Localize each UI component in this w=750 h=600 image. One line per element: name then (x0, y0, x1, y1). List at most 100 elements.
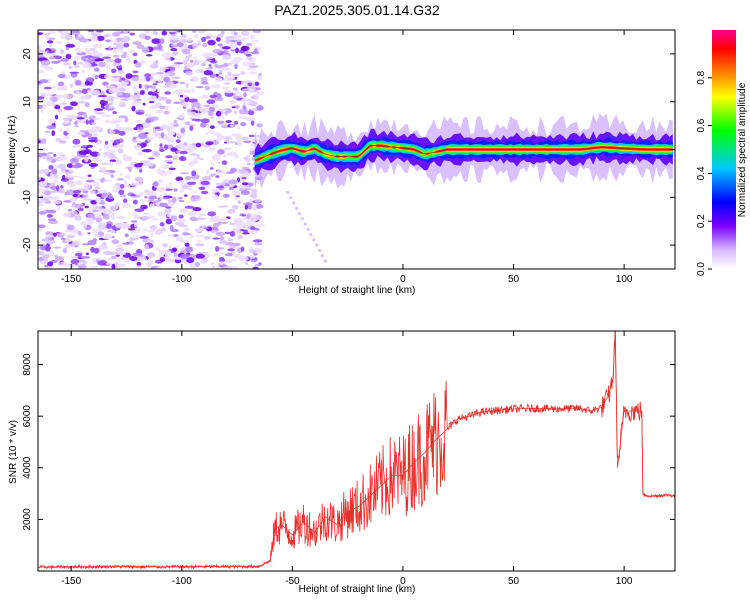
noise-speckle (159, 202, 169, 208)
colorbar-label: Normalized spectral amplitude (737, 82, 748, 217)
noise-speckle (210, 230, 218, 233)
noise-speckle (237, 38, 246, 41)
noise-speckle (77, 132, 86, 136)
noise-speckle (191, 170, 197, 177)
noise-speckle (249, 34, 255, 40)
noise-speckle (70, 255, 77, 259)
noise-speckle (167, 199, 172, 203)
faint-streak-dot (306, 227, 310, 231)
noise-speckle (219, 50, 229, 54)
noise-speckle (118, 189, 125, 195)
noise-speckle (250, 193, 258, 199)
noise-speckle (195, 261, 201, 267)
noise-speckle (38, 44, 42, 51)
noise-speckle (165, 184, 172, 189)
spectrogram-y-label: Frequency (Hz) (7, 116, 18, 185)
noise-speckle (232, 34, 242, 39)
noise-speckle (252, 30, 262, 34)
noise-speckle (235, 47, 239, 54)
heatmap-layer (38, 30, 675, 269)
noise-speckle (184, 205, 195, 209)
faint-streak-dot (320, 254, 324, 258)
noise-speckle (178, 156, 187, 162)
noise-speckle (244, 30, 249, 36)
noise-speckle (73, 156, 83, 159)
noise-speckle (223, 154, 227, 158)
noise-speckle (170, 48, 178, 52)
noise-speckle (60, 30, 69, 36)
noise-speckle (182, 60, 188, 65)
noise-speckle (66, 127, 70, 134)
noise-speckle (110, 174, 115, 178)
noise-speckle (109, 120, 119, 124)
noise-speckle (125, 73, 133, 79)
noise-speckle (172, 234, 179, 237)
noise-speckle (173, 188, 178, 192)
noise-speckle (188, 145, 198, 151)
noise-speckle (149, 105, 160, 109)
noise-speckle (205, 108, 209, 111)
noise-speckle (40, 238, 50, 242)
colorbar-tick-label: 0.0 (696, 262, 707, 276)
noise-speckle (207, 110, 214, 116)
colorbar-tick-label: 0.4 (696, 166, 707, 180)
noise-speckle (144, 113, 152, 118)
noise-speckle (219, 72, 223, 75)
noise-speckle (211, 265, 216, 268)
noise-speckle (151, 96, 158, 102)
noise-speckle (249, 101, 258, 107)
noise-speckle (190, 196, 195, 202)
noise-speckle (241, 45, 250, 52)
noise-speckle (147, 229, 155, 233)
noise-speckle (235, 90, 240, 95)
noise-speckle (111, 206, 117, 212)
noise-speckle (143, 212, 150, 216)
noise-speckle (186, 111, 197, 117)
noise-speckle (171, 33, 176, 37)
noise-speckle (44, 264, 49, 268)
noise-speckle (72, 201, 76, 207)
noise-speckle (167, 213, 172, 218)
ridge-band (254, 144, 673, 162)
noise-speckle (184, 242, 190, 247)
noise-speckle (219, 257, 224, 260)
noise-speckle (62, 121, 69, 125)
noise-speckle (194, 68, 205, 74)
noise-speckle (201, 190, 209, 195)
noise-speckle (173, 251, 178, 257)
noise-speckle (76, 117, 85, 120)
noise-speckle (65, 53, 72, 60)
noise-speckle (146, 136, 155, 139)
noise-speckle (212, 104, 220, 109)
noise-speckle (114, 58, 122, 64)
noise-speckle (132, 252, 142, 257)
noise-speckle (178, 196, 183, 200)
noise-speckle (164, 159, 173, 163)
noise-speckle (79, 203, 84, 209)
noise-speckle (131, 105, 136, 112)
noise-speckle (200, 76, 208, 83)
noise-speckle (100, 208, 110, 214)
noise-speckle (60, 185, 64, 189)
noise-speckle (191, 30, 197, 33)
noise-speckle (74, 125, 79, 128)
noise-speckle (245, 261, 249, 266)
colorbar-tick-label: 0.2 (696, 214, 707, 228)
noise-speckle (146, 190, 154, 196)
noise-speckle (159, 124, 169, 130)
noise-speckle (95, 197, 101, 203)
noise-speckle (238, 116, 249, 119)
noise-speckle (166, 170, 173, 174)
ridge-center-line (256, 145, 675, 161)
noise-speckle (204, 236, 212, 240)
noise-speckle (156, 152, 160, 157)
noise-speckle (123, 92, 131, 99)
noise-speckle (225, 120, 232, 123)
noise-speckle (254, 264, 262, 267)
noise-speckle (221, 46, 231, 50)
noise-speckle (205, 59, 213, 62)
noise-speckle (89, 151, 100, 157)
noise-speckle (138, 257, 148, 262)
noise-speckle (119, 173, 123, 176)
noise-speckle (253, 239, 263, 243)
